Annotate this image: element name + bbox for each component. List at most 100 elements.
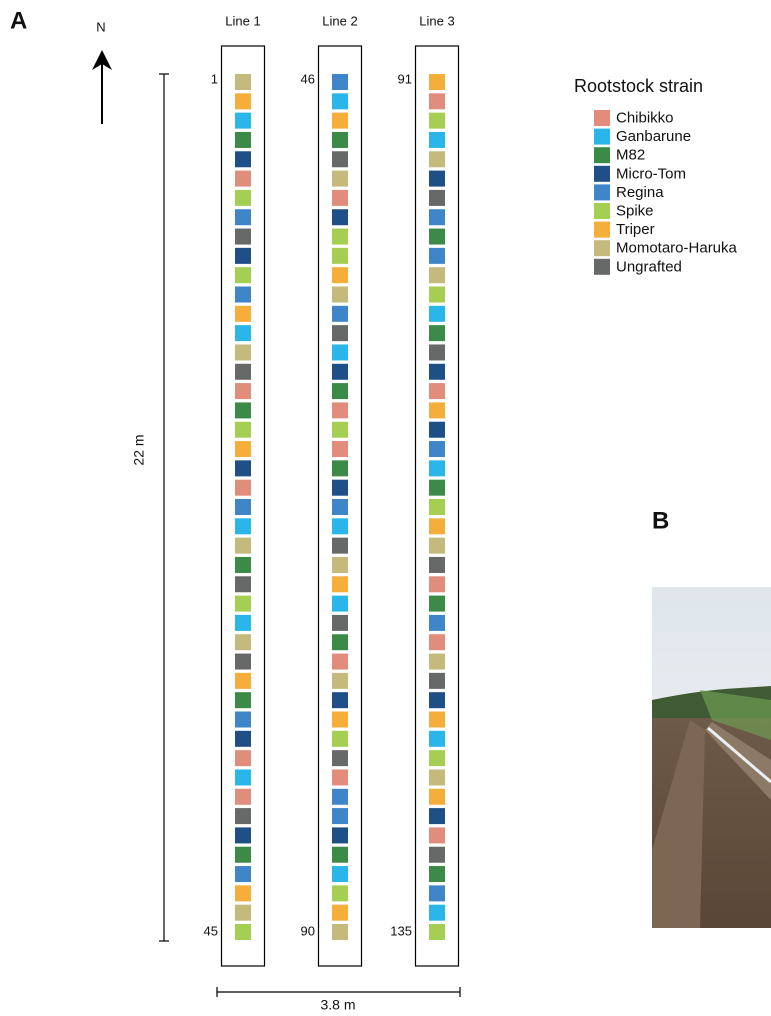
plot	[429, 480, 445, 496]
plot	[332, 905, 348, 921]
plot	[235, 866, 251, 882]
plot	[235, 499, 251, 515]
plot	[429, 171, 445, 187]
legend-swatch	[594, 184, 610, 200]
plot	[429, 460, 445, 476]
legend-title: Rootstock strain	[574, 76, 703, 96]
plot-number: 46	[301, 71, 315, 86]
legend-swatch	[594, 259, 610, 275]
plot	[429, 441, 445, 457]
plot	[332, 364, 348, 380]
length-label: 22 m	[131, 434, 147, 465]
plot	[429, 596, 445, 612]
plot-number: 1	[211, 71, 218, 86]
plot	[332, 229, 348, 245]
plot	[235, 673, 251, 689]
plot	[235, 692, 251, 708]
plot-number: 90	[301, 923, 315, 938]
plot	[332, 847, 348, 863]
plot	[332, 383, 348, 399]
plot	[332, 654, 348, 670]
plot	[429, 93, 445, 109]
plot	[235, 151, 251, 167]
plot	[429, 113, 445, 129]
plot	[332, 712, 348, 728]
plot	[235, 827, 251, 843]
plot	[235, 615, 251, 631]
plot	[332, 518, 348, 534]
plot	[332, 866, 348, 882]
legend-label: Ganbarune	[616, 128, 691, 145]
plot	[429, 383, 445, 399]
line-label: Line 3	[419, 13, 454, 28]
plot	[332, 209, 348, 225]
plot	[429, 364, 445, 380]
plot	[235, 402, 251, 418]
plot	[235, 383, 251, 399]
plot	[235, 634, 251, 650]
plot-number: 91	[398, 71, 412, 86]
plot	[429, 576, 445, 592]
width-scale	[217, 987, 460, 997]
legend-swatch	[594, 147, 610, 163]
plot	[429, 209, 445, 225]
plot	[332, 480, 348, 496]
plot	[235, 325, 251, 341]
plot	[429, 267, 445, 283]
plot	[429, 287, 445, 303]
plot	[332, 634, 348, 650]
plot	[235, 364, 251, 380]
plot	[429, 905, 445, 921]
plot	[235, 480, 251, 496]
plot	[429, 615, 445, 631]
plot	[429, 827, 445, 843]
plot	[332, 538, 348, 554]
figure: A N 22 m 3.8 m Rootstock strain B Chibik…	[0, 0, 771, 1016]
line-label: Line 2	[322, 13, 357, 28]
plot	[235, 808, 251, 824]
plot	[429, 151, 445, 167]
legend-swatch	[594, 240, 610, 256]
plot	[332, 306, 348, 322]
plot	[332, 113, 348, 129]
plot	[235, 190, 251, 206]
plot	[429, 789, 445, 805]
plot	[332, 557, 348, 573]
legend-label: Momotaro-Haruka	[616, 240, 738, 257]
plot	[429, 731, 445, 747]
plot-number: 45	[204, 923, 218, 938]
plot	[429, 654, 445, 670]
plot	[332, 325, 348, 341]
plot	[429, 538, 445, 554]
plot	[429, 769, 445, 785]
legend-swatch	[594, 129, 610, 145]
plot	[235, 769, 251, 785]
page: A N 22 m 3.8 m Rootstock strain B Chibik…	[0, 0, 771, 1016]
plot	[235, 93, 251, 109]
plot	[429, 634, 445, 650]
plot	[235, 654, 251, 670]
plot	[332, 808, 348, 824]
plot	[235, 229, 251, 245]
line-label: Line 1	[225, 13, 260, 28]
plot	[429, 885, 445, 901]
plot	[429, 499, 445, 515]
panel-label: B	[652, 507, 669, 534]
plot	[235, 596, 251, 612]
plot	[332, 402, 348, 418]
plot	[332, 924, 348, 940]
plot	[429, 306, 445, 322]
plot	[235, 209, 251, 225]
panel-label: A	[10, 7, 27, 34]
plot	[235, 731, 251, 747]
plot	[235, 248, 251, 264]
width-label: 3.8 m	[320, 997, 355, 1013]
plot	[332, 673, 348, 689]
plot	[332, 171, 348, 187]
plot	[235, 924, 251, 940]
plot	[332, 827, 348, 843]
plot	[429, 402, 445, 418]
plot	[235, 847, 251, 863]
north-label: N	[96, 19, 105, 34]
plot	[235, 306, 251, 322]
